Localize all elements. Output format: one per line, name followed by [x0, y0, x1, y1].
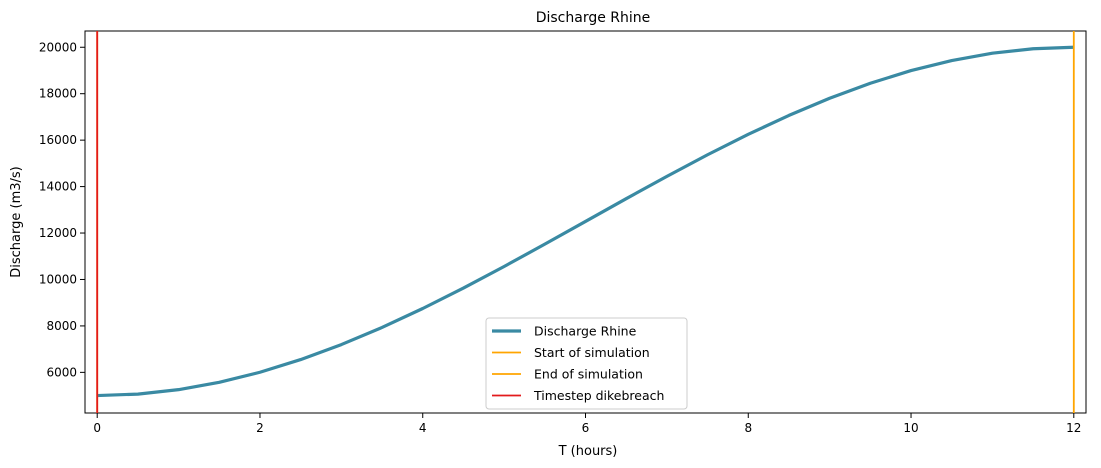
y-tick-label: 6000 [46, 365, 77, 379]
x-axis-label: T (hours) [558, 444, 618, 459]
y-tick-label: 12000 [39, 226, 77, 240]
legend-box [485, 317, 688, 410]
y-tick-label: 16000 [39, 133, 77, 147]
series-line-discharge [97, 45, 1074, 398]
y-tick-label: 8000 [46, 319, 77, 333]
legend-label: Timestep dikebreach [533, 388, 664, 403]
legend: Discharge Rhine Start of simulation End of… [485, 317, 688, 410]
x-tick-label: 12 [1066, 421, 1081, 435]
legend-label: Start of simulation [534, 345, 650, 360]
chart-title: Discharge Rhine [536, 10, 651, 26]
x-tick-label: 4 [419, 421, 427, 435]
y-tick-label: 20000 [39, 40, 77, 54]
x-tick-label: 10 [903, 421, 918, 435]
x-tick-label: 0 [93, 421, 101, 435]
legend-label: End of simulation [534, 367, 643, 382]
y-axis: 6000 8000 10000 12000 14000 16000 18000 20000 [39, 40, 85, 379]
vline-layer [96, 31, 1075, 413]
y-axis-label: Discharge (m3/s) [9, 166, 24, 277]
x-axis: 0 2 4 6 8 10 12 [93, 413, 1081, 435]
series-layer [97, 45, 1074, 398]
x-tick-label: 2 [256, 421, 264, 435]
x-tick-label: 8 [744, 421, 752, 435]
x-tick-label: 6 [582, 421, 590, 435]
y-tick-label: 14000 [39, 180, 77, 194]
y-tick-label: 18000 [39, 87, 77, 101]
y-tick-label: 10000 [39, 272, 77, 286]
legend-label: Discharge Rhine [534, 324, 637, 339]
